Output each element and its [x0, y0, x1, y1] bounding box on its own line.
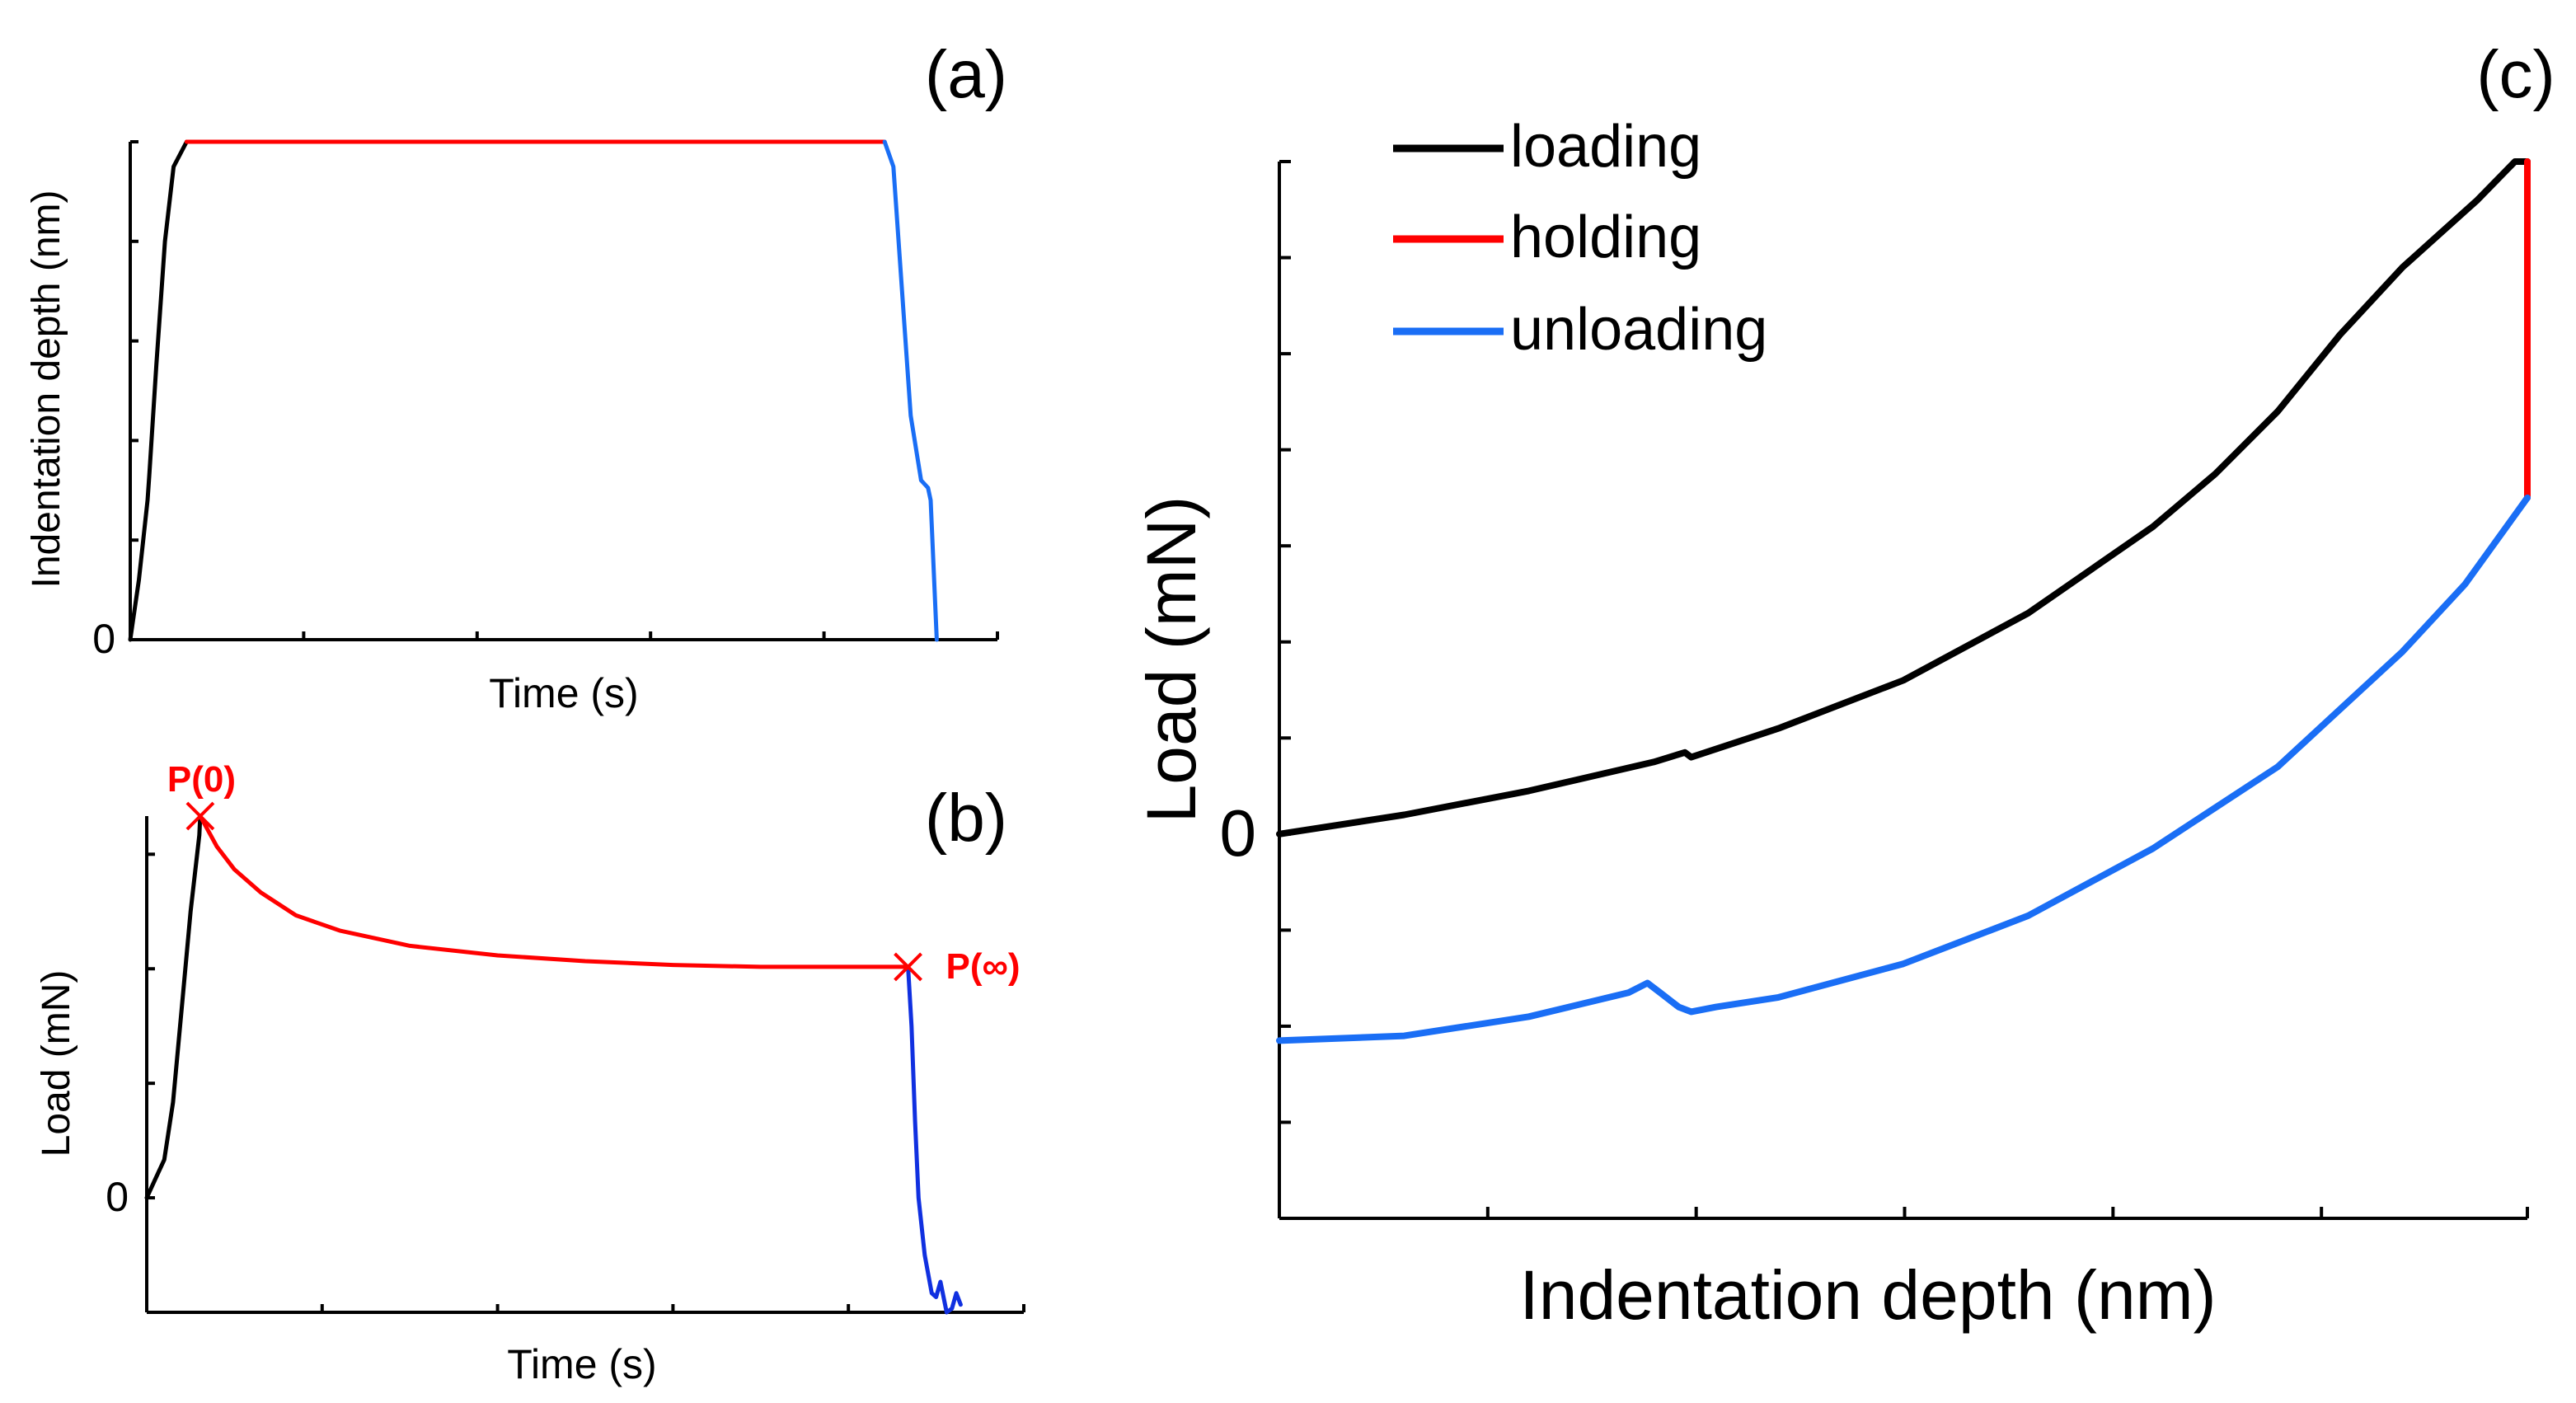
annotation-pinf: P(∞) — [894, 946, 1021, 987]
series-unloading-line — [1276, 494, 2531, 1044]
annotation-p0: P(0) — [167, 759, 236, 831]
annotation-label: P(0) — [167, 759, 236, 800]
panel-a-label: (a) — [925, 37, 1007, 112]
legend-label-loading: loading — [1510, 114, 1701, 180]
panel-a-x-axis-title: Time (s) — [489, 670, 638, 716]
panel-c-series — [1276, 158, 2531, 1044]
panel-c-x-axis-title: Indentation depth (nm) — [1519, 1256, 2216, 1334]
panel-c-y-axis-title: Load (mN) — [1133, 496, 1210, 824]
panel-a-y-ticks — [130, 140, 138, 641]
legend-entry-holding: holding — [1393, 204, 1701, 270]
series-loading-line — [144, 814, 203, 1200]
x-marker — [894, 952, 922, 982]
panel-c-y-tick-labels: 0 — [1220, 796, 1257, 870]
legend-label-unloading: unloading — [1510, 297, 1767, 363]
panel-c-label: (c) — [2476, 37, 2555, 112]
legend-entry-loading: loading — [1393, 114, 1701, 180]
series-unloading-line — [882, 139, 939, 642]
panel-c-legend: loading holding unloading — [1393, 114, 1767, 363]
y-tick-label: 0 — [106, 1174, 129, 1220]
y-tick-label: 0 — [92, 616, 115, 662]
series-unloading-line — [906, 964, 963, 1315]
panel-b-annotations: P(0) P(∞) — [167, 759, 1021, 987]
panel-a-y-axis-title: Indentation depth (nm) — [25, 190, 68, 589]
panel-b-load-vs-time: 0 P(0) P(∞) (b) Time (s) Load (mN) — [35, 759, 1025, 1387]
panel-c-x-ticks — [1278, 1207, 2529, 1218]
series-loading-line — [1276, 158, 2531, 838]
panel-b-y-axis-title: Load (mN) — [35, 970, 78, 1157]
panel-c-y-ticks — [1279, 160, 1291, 1124]
x-marker — [185, 801, 215, 831]
series-loading-line — [128, 139, 189, 642]
annotation-label: P(∞) — [946, 946, 1021, 987]
panel-b-x-axis-title: Time (s) — [507, 1341, 656, 1387]
legend-entry-unloading: unloading — [1393, 297, 1767, 363]
panel-a-series — [128, 139, 939, 642]
series-holding-line — [198, 814, 911, 969]
panel-c-load-vs-depth: 0 (c) Indentation depth (nm) Load (mN) l… — [1133, 37, 2555, 1334]
panel-a-y-tick-labels: 0 — [92, 616, 115, 662]
panel-b-x-ticks — [145, 1304, 1025, 1312]
legend-label-holding: holding — [1510, 204, 1701, 270]
panel-b-label: (b) — [925, 781, 1007, 856]
panel-a-depth-vs-time: 0 (a) Time (s) Indentation depth (nm) — [25, 37, 1007, 716]
y-tick-label: 0 — [1220, 796, 1257, 870]
panel-b-series — [144, 814, 963, 1315]
panel-b-y-tick-labels: 0 — [106, 1174, 129, 1220]
